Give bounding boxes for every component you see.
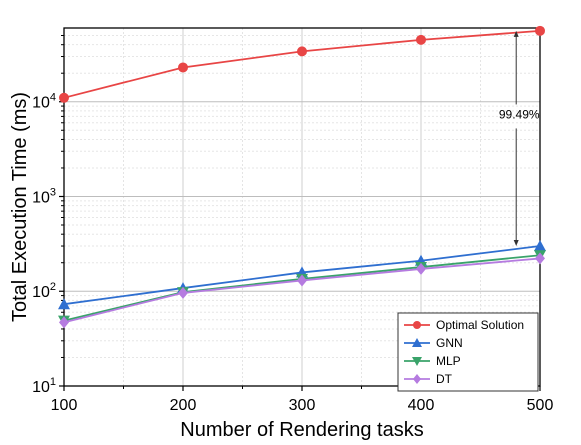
- data-point: [59, 316, 69, 329]
- y-tick-label: 101: [32, 376, 56, 396]
- annotation-arrowhead: [513, 30, 519, 37]
- x-tick-label: 500: [527, 397, 554, 414]
- annotation-label: 99.49%: [499, 107, 540, 121]
- x-tick-label: 400: [408, 397, 435, 414]
- legend-box: [397, 312, 539, 392]
- legend-marker: [413, 374, 421, 384]
- y-tick-label: 103: [32, 186, 56, 206]
- data-point: [535, 252, 545, 265]
- y-tick-label: 104: [32, 92, 56, 112]
- legend-label: GNN: [436, 336, 463, 350]
- y-tick-label: 102: [32, 281, 56, 301]
- data-point: [58, 298, 70, 310]
- legend-marker: [413, 321, 421, 329]
- legend-marker: [412, 357, 422, 366]
- legend-label: Optimal Solution: [436, 318, 524, 332]
- legend-label: DT: [436, 372, 453, 386]
- data-point: [297, 46, 307, 57]
- x-tick-label: 300: [289, 397, 316, 414]
- legend-marker: [412, 338, 422, 347]
- data-point: [416, 34, 426, 45]
- x-axis-label: Number of Rendering tasks: [180, 419, 423, 441]
- legend: Optimal Solution GNN MLP DT: [397, 312, 539, 392]
- x-tick-label: 200: [170, 397, 197, 414]
- data-point: [297, 274, 307, 287]
- x-tick-label: 100: [51, 397, 78, 414]
- data-point: [534, 240, 546, 252]
- data-point: [535, 25, 545, 36]
- data-point: [178, 62, 188, 73]
- data-point: [416, 262, 426, 275]
- series-layer: [58, 25, 546, 329]
- annotation-layer: 99.49%: [499, 30, 540, 247]
- legend-label: MLP: [436, 354, 461, 368]
- grid: [64, 28, 540, 386]
- data-point: [178, 286, 188, 299]
- axes: 100 200 300 400 500 101 102 103 104: [32, 35, 554, 414]
- y-axis-label: Total Execution Time (ms): [9, 92, 31, 322]
- data-point: [59, 92, 69, 103]
- annotation-arrowhead: [513, 240, 519, 247]
